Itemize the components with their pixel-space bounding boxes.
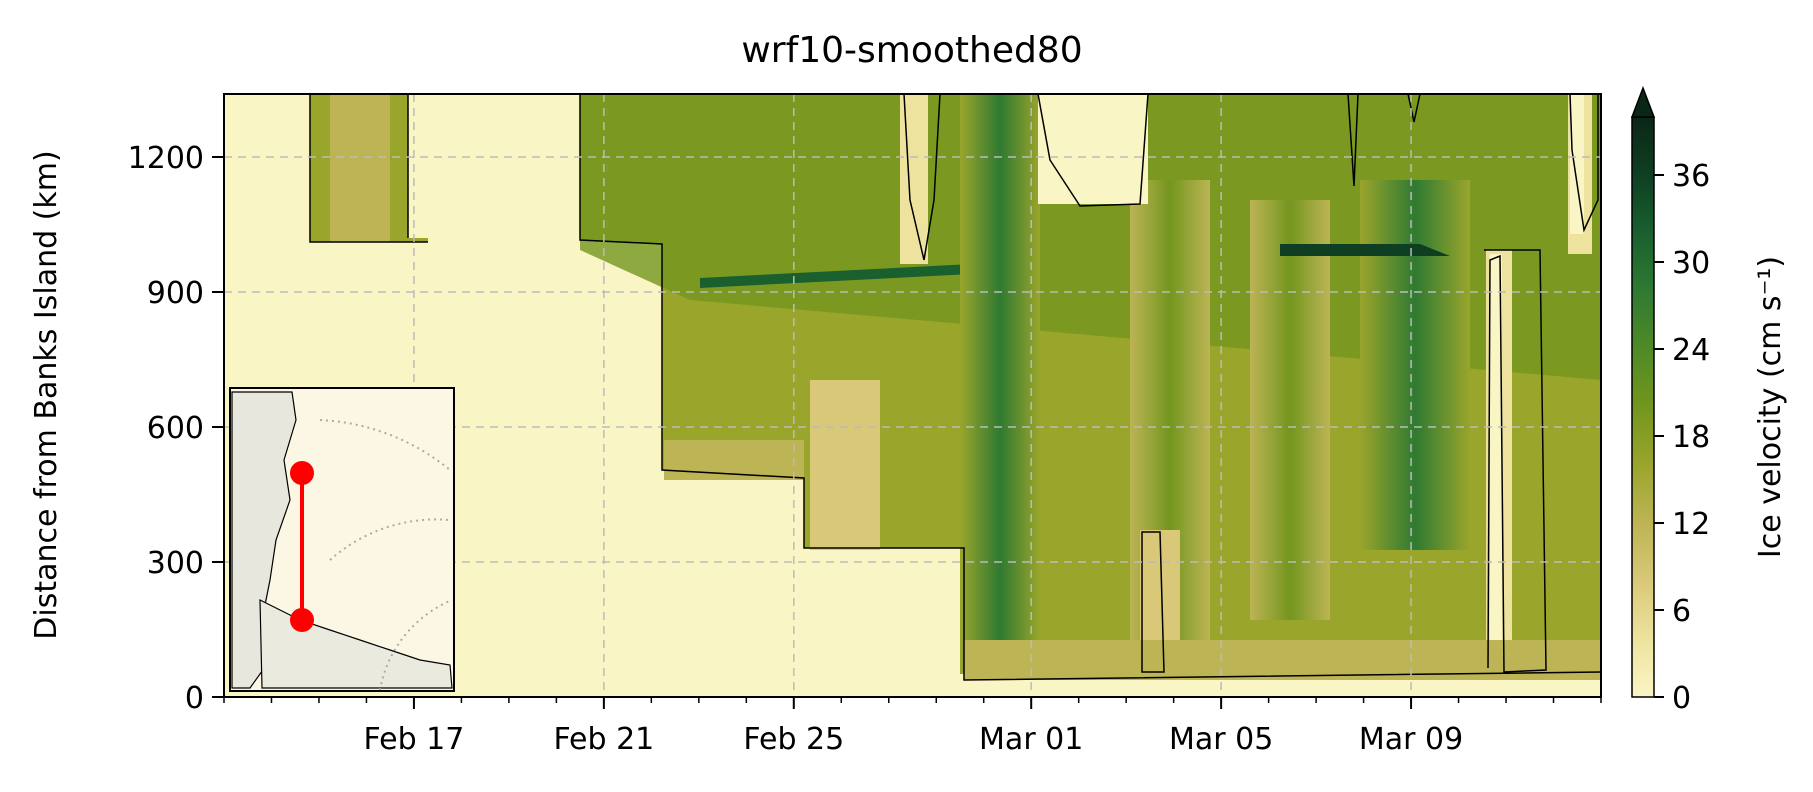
transect-end-marker: [290, 608, 314, 632]
transect-start-marker: [290, 461, 314, 485]
land-mass: [231, 391, 297, 689]
colorbar-tick-label: 30: [1672, 246, 1710, 281]
colorbar-tick-label: 0: [1672, 681, 1691, 716]
colorbar-tick-label: 12: [1672, 507, 1710, 542]
x-tick-label: Mar 09: [1359, 722, 1463, 757]
x-tick-label: Feb 25: [743, 722, 844, 757]
x-axis: Feb 17 Feb 21 Feb 25 Mar 01 Mar 05 Mar 09: [223, 697, 1602, 757]
colorbar-tick-label: 18: [1672, 420, 1710, 455]
y-tick-label: 600: [147, 411, 204, 446]
colorbar-bar: [1631, 116, 1655, 698]
colorbar-label: Ice velocity (cm s⁻¹): [1753, 256, 1788, 558]
zero-contour: [579, 94, 1601, 681]
colorbar: 0 6 12 18 24 30 36 Ice velocity (cm s⁻¹): [1630, 85, 1788, 716]
zero-contour: [1484, 249, 1547, 673]
x-tick-label: Feb 21: [553, 722, 654, 757]
y-axis-label: Distance from Banks Island (km): [29, 150, 64, 639]
plot-area: [223, 93, 1602, 698]
x-tick-label: Mar 01: [979, 722, 1083, 757]
zero-contour: [1141, 531, 1165, 673]
colorbar-tick-label: 6: [1672, 594, 1691, 629]
x-tick-label: Feb 17: [364, 722, 465, 757]
zero-contour: [309, 94, 428, 243]
heatmap-field: [224, 94, 1601, 697]
chart-title: wrf10-smoothed80: [741, 30, 1082, 71]
zero-contour: [1569, 94, 1599, 233]
zero-contour: [1037, 94, 1149, 207]
colorbar-tick-label: 36: [1672, 159, 1710, 194]
colorbar-tick-label: 24: [1672, 333, 1710, 368]
y-tick-label: 300: [147, 546, 204, 581]
x-tick-label: Mar 05: [1169, 722, 1273, 757]
y-tick-label: 1200: [128, 141, 204, 176]
coastline: [259, 599, 453, 689]
y-axis: 0 300 600 900 1200: [128, 141, 224, 716]
zero-contour: [1347, 94, 1421, 187]
inset-map: [229, 387, 455, 692]
zero-contour: [903, 94, 941, 261]
grid: [224, 94, 1601, 697]
y-tick-label: 0: [185, 681, 204, 716]
colorbar-extend-arrow: [1630, 85, 1656, 118]
y-tick-label: 900: [147, 276, 204, 311]
